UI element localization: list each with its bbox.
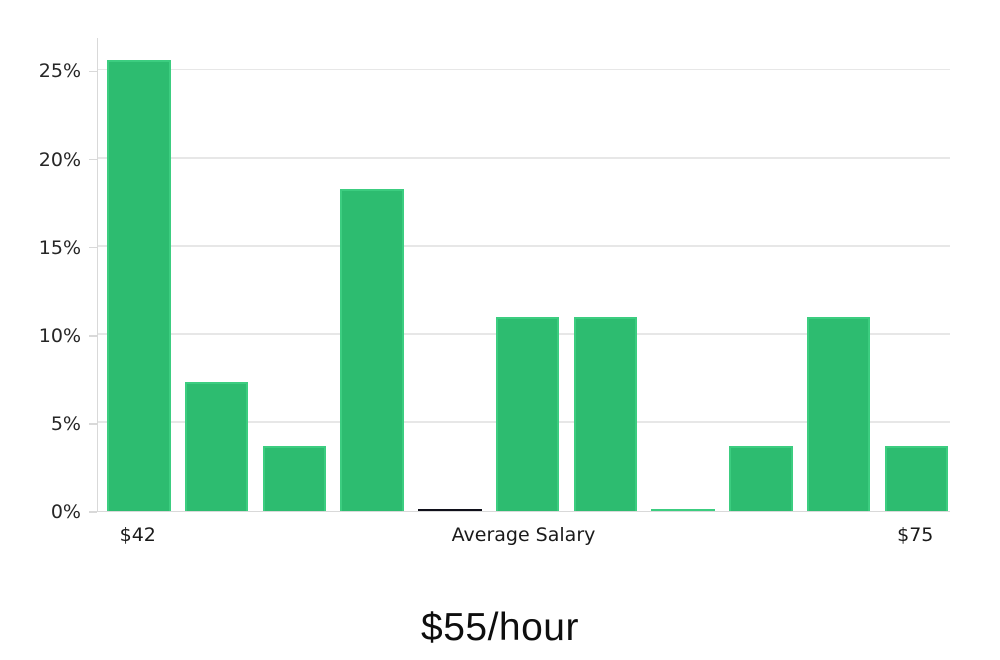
- histogram-bar-6: [495, 317, 560, 511]
- y-axis: 0% 5% 10% 15% 20% 25%: [0, 38, 97, 523]
- histogram-bar-2: [184, 382, 249, 511]
- y-tick-label-10%: 10%: [38, 324, 81, 347]
- x-tick-label-$75: $75: [897, 524, 934, 546]
- y-tick-mark: [89, 335, 97, 337]
- histogram-bar-10: [806, 317, 871, 511]
- y-tick-label-15%: 15%: [38, 236, 81, 259]
- x-tick-label-$42: $42: [119, 524, 156, 546]
- histogram-bar-7: [573, 317, 637, 511]
- histogram-bar-11: [884, 445, 948, 511]
- histogram-bar-5: [418, 509, 482, 511]
- chart-title: $55/hour: [421, 606, 579, 649]
- y-tick-mark: [89, 70, 97, 73]
- y-tick-label-20%: 20%: [38, 148, 81, 171]
- y-tick-mark: [89, 158, 97, 161]
- gridline-25%: [98, 68, 950, 71]
- histogram-bar-9: [729, 445, 793, 511]
- y-tick-mark: [89, 423, 97, 425]
- y-tick-label-25%: 25%: [38, 60, 81, 83]
- histogram-bar-1: [107, 59, 171, 511]
- gridline-20%: [98, 157, 950, 159]
- histogram-bar-8: [651, 509, 715, 511]
- gridline-15%: [98, 245, 950, 247]
- plot-area: [97, 38, 950, 512]
- histogram-bar-4: [340, 188, 404, 511]
- x-axis-label: Average Salary: [451, 524, 596, 546]
- y-tick-mark: [89, 511, 97, 513]
- y-tick-mark: [89, 246, 97, 249]
- y-tick-label-5%: 5%: [50, 412, 81, 435]
- x-axis: $42 $75 Average Salary: [0, 524, 1000, 554]
- y-tick-label-0%: 0%: [50, 501, 81, 523]
- histogram-bar-3: [262, 445, 326, 511]
